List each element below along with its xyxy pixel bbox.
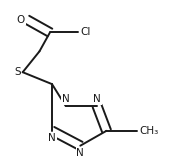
- Text: CH₃: CH₃: [139, 126, 158, 136]
- Text: N: N: [76, 148, 84, 158]
- Text: Cl: Cl: [80, 28, 91, 38]
- Text: N: N: [62, 94, 69, 104]
- Text: N: N: [93, 94, 101, 104]
- Text: S: S: [14, 67, 21, 77]
- Text: N: N: [48, 133, 56, 143]
- Text: O: O: [17, 14, 25, 25]
